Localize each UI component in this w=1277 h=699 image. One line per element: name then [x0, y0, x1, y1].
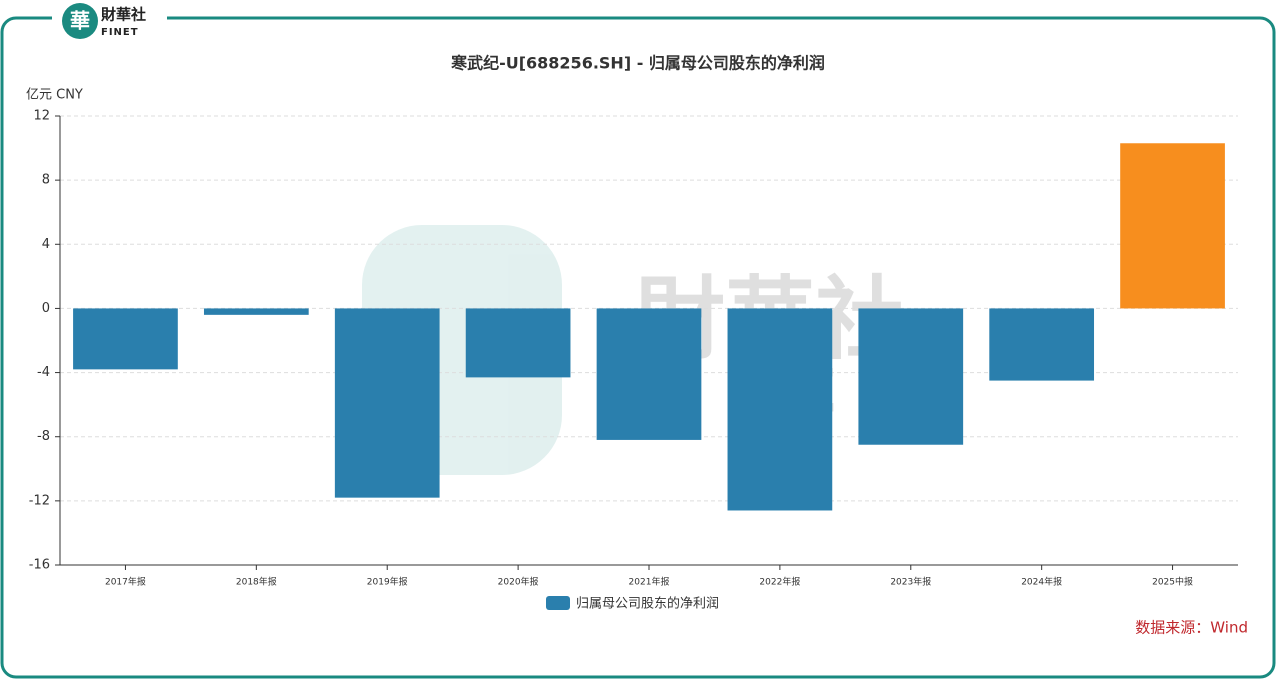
logo-en: FINET [101, 27, 139, 38]
y-tick-label: -8 [37, 429, 50, 444]
x-tick-label: 2017年报 [105, 576, 146, 588]
x-tick-label: 2019年报 [367, 576, 408, 588]
y-unit: 亿元 CNY [26, 88, 83, 103]
logo-name: 財華社 [100, 6, 146, 24]
source: 数据来源：Wind [1135, 619, 1248, 637]
bar [858, 308, 964, 445]
x-tick-label: 2023年报 [890, 576, 931, 588]
bar [989, 308, 1095, 381]
x-tick-label: 2021年报 [629, 576, 670, 588]
y-tick-label: 8 [42, 173, 50, 188]
bar [465, 308, 571, 378]
y-tick-label: 4 [42, 237, 50, 252]
bar [73, 308, 178, 370]
legend-swatch [546, 596, 570, 610]
frame [0, 16, 1276, 679]
bar [334, 308, 440, 498]
x-tick-label: 2025中报 [1152, 576, 1193, 588]
y-tick-label: 12 [33, 109, 50, 124]
x-tick-label: 2024年报 [1021, 576, 1062, 588]
legend-label: 归属母公司股东的净利润 [576, 596, 719, 612]
bar [203, 308, 309, 315]
bar [596, 308, 702, 440]
x-tick-label: 2022年报 [759, 576, 800, 588]
y-tick-label: -12 [29, 493, 50, 508]
bar [727, 308, 833, 511]
logo-char: 華 [70, 9, 90, 33]
bar [1120, 143, 1225, 309]
x-tick-label: 2020年报 [498, 576, 539, 588]
x-tick-label: 2018年报 [236, 576, 277, 588]
y-tick-label: -16 [29, 558, 50, 573]
chart-title: 寒武纪-U[688256.SH] - 归属母公司股东的净利润 [450, 54, 825, 73]
y-tick-label: -4 [37, 365, 50, 380]
y-tick-label: 0 [42, 301, 50, 316]
logo-icon [62, 3, 98, 39]
